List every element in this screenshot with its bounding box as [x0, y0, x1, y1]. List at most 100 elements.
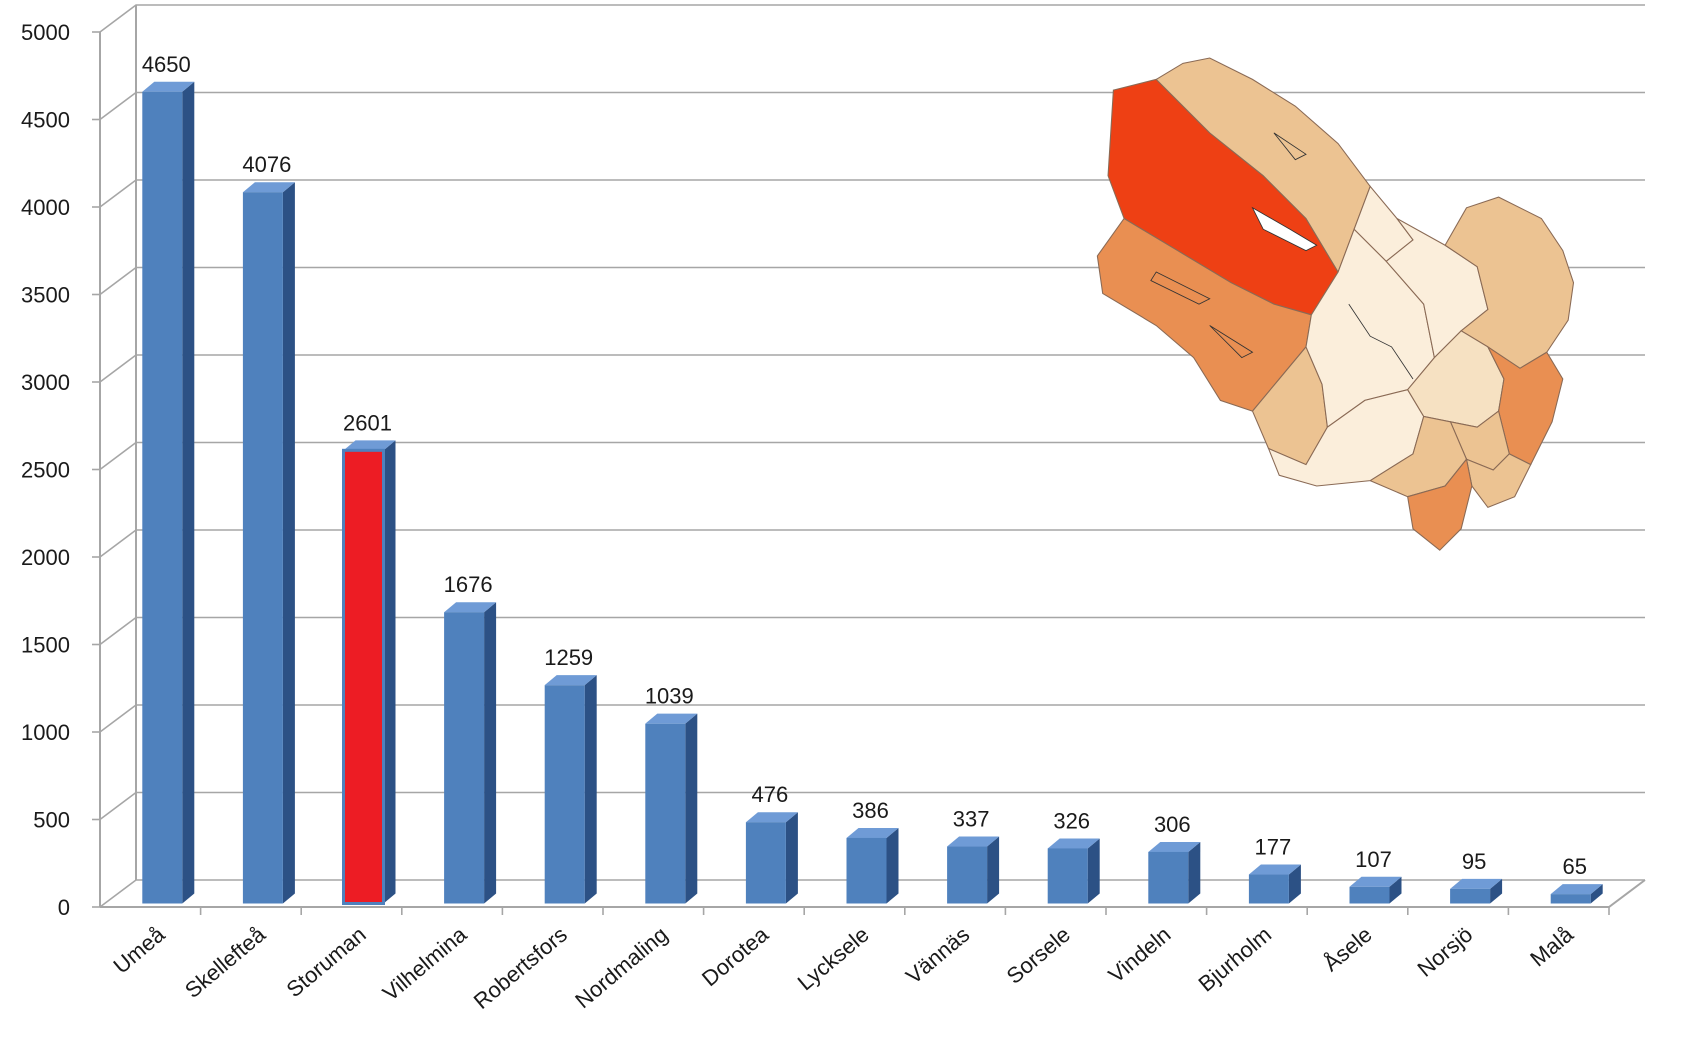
map-lake-2 — [1150, 271, 1211, 305]
bar-side — [886, 827, 899, 904]
x-tick-label: Åsele — [1318, 922, 1376, 977]
map-river-1 — [1348, 303, 1414, 380]
bar — [846, 827, 899, 904]
bar-top — [745, 812, 798, 823]
bar-side — [484, 602, 497, 904]
gridline — [99, 354, 1645, 383]
bar-top — [142, 81, 195, 92]
bar — [544, 675, 597, 904]
gridline — [99, 4, 1645, 33]
bar-side — [987, 836, 1000, 904]
map-region-umea — [1465, 453, 1532, 509]
y-tick-label: 3500 — [21, 283, 70, 308]
bar-top — [1047, 838, 1100, 849]
bar-top — [544, 675, 597, 686]
x-tick-label: Storuman — [282, 922, 371, 1002]
bar — [947, 836, 1000, 904]
gridline — [99, 529, 1645, 558]
gridline — [99, 879, 1645, 908]
x-tick-label: Dorotea — [697, 921, 774, 991]
bar — [745, 812, 798, 904]
bar-side — [584, 675, 597, 904]
data-label: 2601 — [343, 410, 392, 435]
map-lake-3 — [1209, 325, 1254, 359]
map-lake-1 — [1251, 206, 1318, 252]
gridline — [99, 91, 1645, 121]
bar-front — [342, 448, 385, 905]
bar-front — [242, 192, 283, 904]
map-region-nordmaling — [1407, 458, 1473, 551]
x-axis: Umeå Skellefteå Storuman VilhelminaRobertsf… — [108, 907, 1610, 1014]
data-labels: 4650 4076 2601 1676 1259 1039 476 386 337 326 306 1… — [142, 52, 1587, 879]
bar — [645, 713, 698, 904]
y-tick-label: 1000 — [21, 720, 70, 745]
map-lake-4 — [1273, 132, 1307, 161]
gridline — [99, 791, 1645, 821]
bar-top — [444, 602, 497, 613]
bar-top — [242, 182, 295, 193]
gridline — [99, 441, 1645, 471]
data-label: 386 — [852, 798, 889, 823]
bar-side — [1590, 884, 1603, 904]
x-tick-label: Malå — [1525, 921, 1578, 971]
data-label: 476 — [752, 782, 789, 807]
bar-side — [785, 812, 798, 904]
x-tick-label: Umeå — [108, 921, 170, 978]
gridline — [99, 179, 1645, 208]
bar-side — [1288, 864, 1301, 904]
map-region-robertsfors — [1486, 345, 1564, 466]
y-tick-label: 2500 — [21, 458, 70, 483]
bar-side — [1188, 841, 1201, 904]
y-axis: 0 500 1000 1500 2000 2500 3000 3500 4000 4500 5000 — [21, 20, 100, 920]
x-tick-label: Robertsfors — [469, 922, 572, 1014]
bar-top — [645, 713, 698, 724]
data-label: 107 — [1355, 847, 1392, 872]
bar — [1450, 878, 1503, 904]
region-map-inset — [1096, 57, 1575, 551]
bar-front — [947, 846, 988, 904]
x-tick-label: Bjurholm — [1194, 922, 1277, 997]
x-tick-label: Norsjö — [1413, 922, 1478, 982]
bar-side — [1087, 838, 1100, 904]
bar — [1047, 838, 1100, 904]
bar-side — [182, 81, 195, 904]
y-tick-label: 5000 — [21, 20, 70, 45]
x-tick-label: Vilhelmina — [378, 921, 472, 1006]
data-label: 1259 — [544, 645, 593, 670]
bar — [242, 182, 295, 904]
data-label: 1039 — [645, 684, 694, 709]
bar-top — [846, 827, 899, 838]
bar-side — [383, 440, 396, 904]
bar-front — [645, 723, 686, 904]
x-tick-label: Nordmaling — [570, 922, 672, 1013]
bar-top — [343, 440, 396, 451]
data-label: 1676 — [444, 572, 493, 597]
bar-front — [142, 91, 183, 904]
bar-top — [1248, 864, 1301, 875]
data-label: 326 — [1053, 808, 1090, 833]
y-tick-label: 3000 — [21, 370, 70, 395]
y-tick-label: 4500 — [21, 108, 70, 133]
map-region-skelleftea — [1444, 196, 1575, 369]
y-tick-label: 500 — [33, 808, 70, 833]
bar-side — [282, 182, 295, 904]
bar-top — [1450, 878, 1503, 889]
gridline — [99, 616, 1645, 646]
bar-top — [947, 836, 1000, 847]
data-label: 177 — [1255, 835, 1292, 860]
data-label: 4650 — [142, 52, 191, 77]
data-label: 306 — [1154, 812, 1191, 837]
gridline — [99, 704, 1645, 733]
y-tick-label: 1500 — [21, 633, 70, 658]
data-label: 4076 — [242, 152, 291, 177]
x-tick-label: Sorsele — [1002, 922, 1075, 989]
bar-side — [685, 713, 698, 904]
bar — [342, 440, 396, 905]
bar-front — [1148, 851, 1189, 904]
x-tick-label: Lycksele — [793, 922, 874, 996]
x-tick-label: Skellefteå — [180, 921, 271, 1003]
bar-front — [444, 612, 485, 904]
bar-front — [745, 822, 786, 904]
y-tick-label: 2000 — [21, 545, 70, 570]
